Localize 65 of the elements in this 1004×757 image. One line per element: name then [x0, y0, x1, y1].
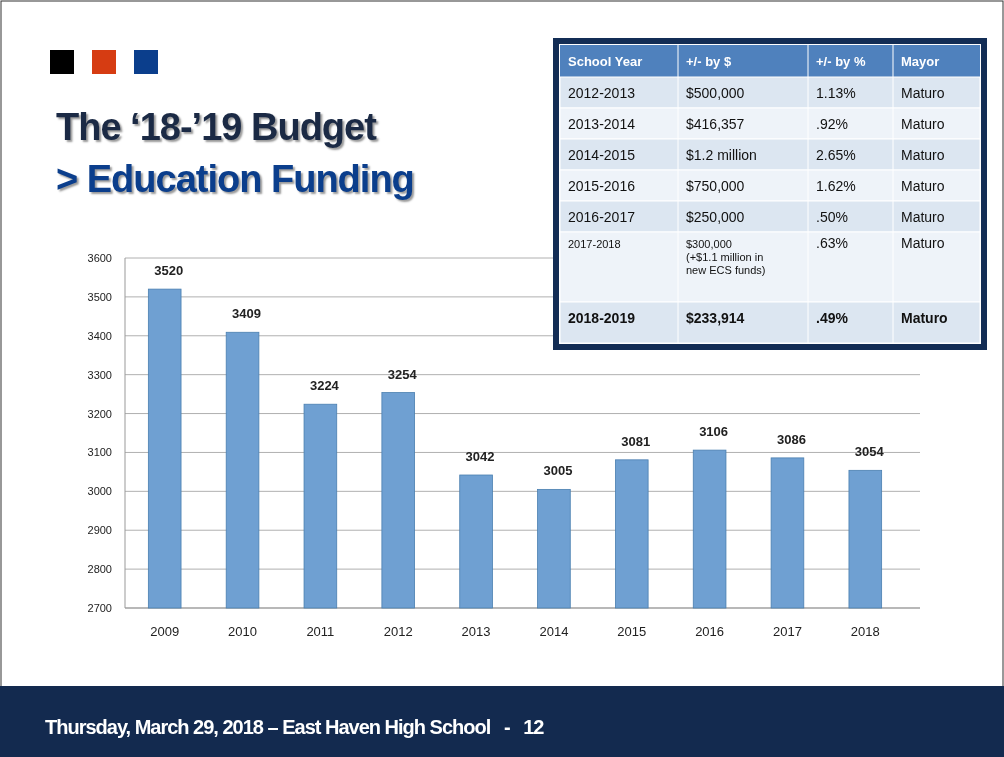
text: 2013-2014: [568, 116, 635, 132]
y-tick-label: 3500: [87, 290, 112, 303]
text: $233,914: [686, 310, 745, 326]
data-label: 3005: [543, 463, 573, 479]
data-label: 3520: [154, 263, 184, 279]
text: Maturo: [901, 310, 948, 326]
text: 2018-2019: [568, 310, 635, 326]
x-tick-label: 2017: [772, 624, 802, 639]
x-tick-label: 2014: [539, 624, 569, 639]
text: 2012-2013: [568, 85, 635, 101]
data-label: 3054: [854, 444, 885, 460]
text: $250,000: [686, 209, 745, 225]
data-label: 3106: [699, 424, 729, 440]
text: 2017-2018: [568, 238, 621, 250]
x-tick-label: 2013: [461, 624, 491, 639]
y-tick-label: 2800: [87, 563, 112, 576]
text: $300,000 (+$1.1 million in new ECS funds): [686, 238, 766, 276]
text: $1.2 million: [686, 147, 757, 163]
x-tick-label: 2011: [306, 624, 335, 639]
data-label: 3224: [309, 378, 340, 394]
category-label: +/- by %: [816, 54, 866, 69]
text: Thursday, March 29, 2018 – East Haven High School - 12: [45, 716, 545, 738]
data-label: 3254: [387, 366, 418, 382]
text: .92%: [816, 116, 848, 132]
text: .49%: [816, 310, 848, 326]
text: $416,357: [686, 116, 745, 132]
category-label: Mayor: [901, 54, 940, 69]
x-tick-label: 2018: [850, 624, 880, 639]
y-tick-label: 3300: [87, 368, 112, 381]
y-tick-label: 3000: [87, 485, 112, 498]
y-tick-label: 3600: [87, 252, 112, 264]
text: 1.62%: [816, 178, 856, 194]
category-label: School Year: [568, 54, 643, 69]
text: Maturo: [901, 235, 945, 251]
text: 2016-2017: [568, 209, 635, 225]
text: 2015-2016: [568, 178, 635, 194]
text: .63%: [816, 235, 848, 251]
data-label: 3081: [621, 433, 651, 449]
chart-title: The ‘18-’19 Budget: [56, 106, 378, 148]
y-tick-label: 3100: [87, 446, 112, 459]
data-label: 3086: [776, 431, 806, 447]
text: 2014-2015: [568, 147, 635, 163]
data-label: 3042: [465, 449, 495, 464]
text: 1.13%: [816, 85, 856, 101]
chart-subtitle: > Education Funding: [56, 158, 414, 200]
text: $750,000: [686, 178, 745, 194]
x-tick-label: 2010: [228, 624, 258, 639]
text: $500,000: [686, 85, 745, 101]
x-tick-label: 2016: [695, 624, 725, 639]
text: 2.65%: [816, 147, 856, 163]
x-tick-label: 2012: [383, 624, 413, 639]
text: Maturo: [901, 147, 945, 163]
text: Maturo: [901, 209, 945, 225]
x-tick-label: 2015: [617, 624, 647, 639]
y-tick-label: 3200: [87, 407, 112, 420]
text: Maturo: [901, 178, 945, 194]
y-tick-label: 2700: [87, 602, 112, 614]
text: Maturo: [901, 85, 945, 101]
text: Maturo: [901, 116, 945, 132]
y-tick-label: 2900: [87, 524, 112, 537]
x-tick-label: 2009: [150, 624, 180, 639]
data-label: 3409: [232, 306, 262, 322]
text: .50%: [816, 209, 848, 225]
y-tick-label: 3400: [87, 329, 112, 342]
category-label: +/- by $: [686, 54, 732, 69]
